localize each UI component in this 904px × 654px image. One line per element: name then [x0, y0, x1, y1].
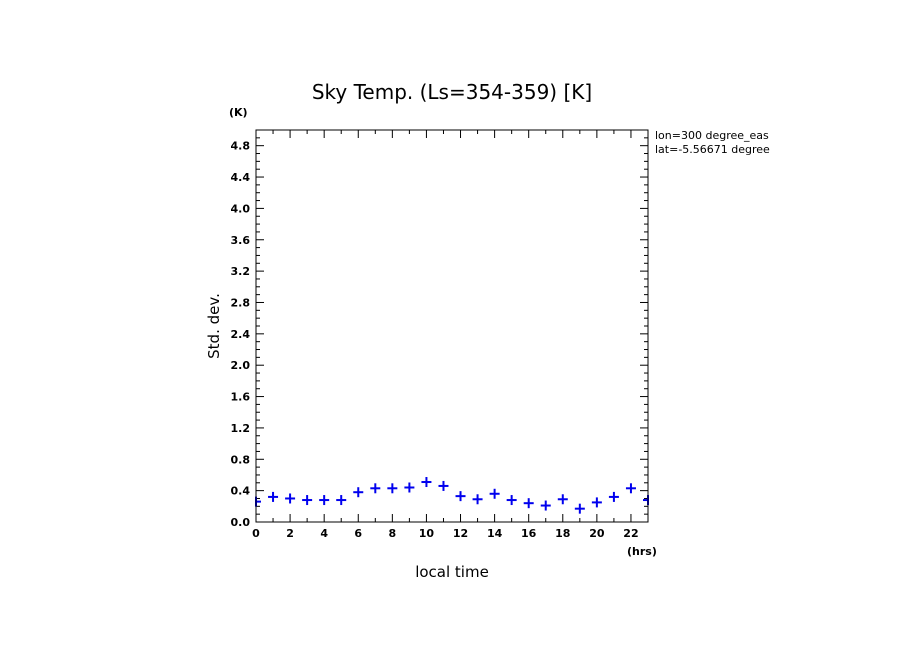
- y-tick-label: 2.4: [231, 328, 251, 341]
- data-point: [421, 477, 432, 488]
- data-point: [268, 491, 279, 502]
- y-axis-label: Std. dev.: [205, 293, 223, 359]
- y-tick-label: 4.8: [231, 140, 251, 153]
- x-tick-label: 0: [252, 527, 260, 540]
- y-tick-label: 1.2: [231, 422, 251, 435]
- x-tick-label: 8: [389, 527, 397, 540]
- x-tick-label: 2: [286, 527, 294, 540]
- data-point: [523, 498, 534, 509]
- data-point: [455, 491, 466, 502]
- y-tick-label: 0.0: [231, 516, 251, 529]
- y-tick-label: 4.4: [231, 171, 251, 184]
- data-point: [591, 497, 602, 508]
- x-unit-label: (hrs): [627, 545, 657, 558]
- data-point: [336, 495, 347, 506]
- x-tick-label: 10: [419, 527, 435, 540]
- data-point: [506, 495, 517, 506]
- x-tick-label: 14: [487, 527, 503, 540]
- x-tick-label: 6: [354, 527, 362, 540]
- lat-annotation: lat=-5.56671 degree: [655, 143, 770, 156]
- data-point: [353, 487, 364, 498]
- data-point: [489, 488, 500, 499]
- y-unit-label: (K): [229, 106, 248, 119]
- y-tick-label: 3.6: [231, 234, 251, 247]
- data-point: [404, 482, 415, 493]
- data-point: [438, 480, 449, 491]
- x-tick-label: 4: [320, 527, 328, 540]
- data-point: [557, 494, 568, 505]
- data-point: [319, 495, 330, 506]
- x-tick-label: 22: [623, 527, 638, 540]
- y-tick-label: 0.4: [231, 485, 251, 498]
- y-tick-label: 2.8: [231, 296, 251, 309]
- y-tick-label: 1.6: [231, 391, 251, 404]
- lon-annotation: lon=300 degree_eas: [655, 129, 769, 142]
- x-axis-label: local time: [415, 563, 489, 581]
- data-point: [285, 493, 296, 504]
- y-tick-label: 2.0: [231, 359, 251, 372]
- plot-frame: [255, 129, 649, 523]
- y-tick-label: 0.8: [231, 453, 251, 466]
- x-tick-label: 20: [589, 527, 605, 540]
- data-point: [625, 483, 636, 494]
- x-tick-label: 12: [453, 527, 468, 540]
- chart-title: Sky Temp. (Ls=354-359) [K]: [312, 80, 592, 104]
- data-point: [302, 495, 313, 506]
- x-tick-label: 18: [555, 527, 570, 540]
- data-point: [472, 494, 483, 505]
- x-tick-label: 16: [521, 527, 537, 540]
- tick-labels-layer: 0 2 4 6 8 10 12 14 16 18 20 22 0.0 0.4 0.8 1.2 1.6 2.0 2.4…: [231, 140, 639, 540]
- y-tick-label: 3.2: [231, 265, 251, 278]
- data-point: [387, 483, 398, 494]
- data-point: [370, 483, 381, 494]
- data-point: [608, 491, 619, 502]
- data-point: [643, 495, 649, 506]
- y-tick-label: 4.0: [231, 202, 251, 215]
- ticks-layer: [255, 129, 649, 523]
- points-layer: [255, 477, 649, 514]
- data-point: [540, 500, 551, 511]
- data-point: [574, 503, 585, 514]
